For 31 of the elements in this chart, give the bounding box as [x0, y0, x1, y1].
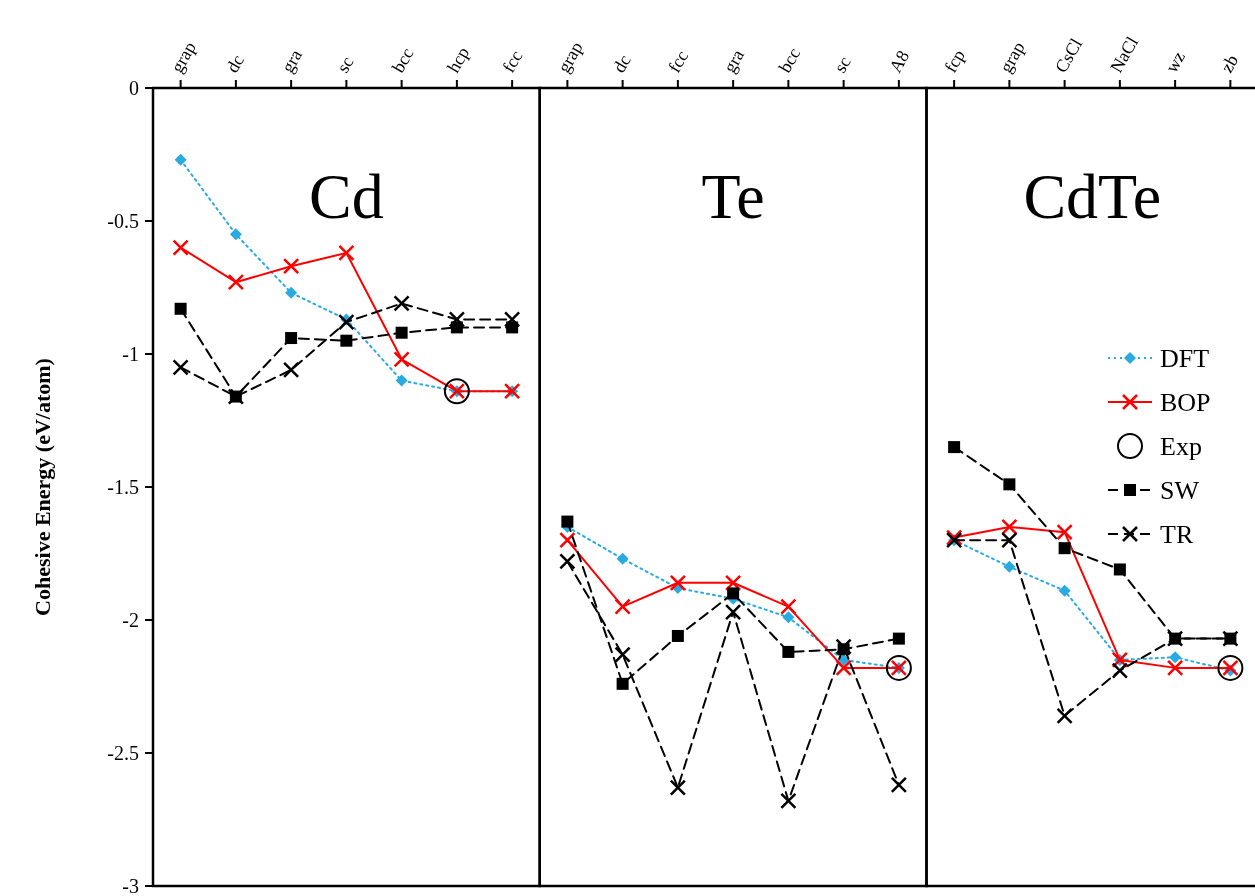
x-tick-label: bcc	[387, 44, 418, 76]
y-tick-label: -2.5	[107, 742, 139, 764]
legend-label: DFT	[1160, 344, 1210, 374]
x-tick-label: fcp	[940, 46, 970, 76]
x-tick-label: zb	[1216, 51, 1243, 76]
x-tick-label: gra	[719, 46, 749, 76]
x-tick-label: bcc	[774, 44, 805, 76]
y-axis-title: Cohesive Energy (eV/atom)	[30, 358, 55, 616]
x-tick-label: gra	[277, 46, 307, 76]
x-tick-label: sc	[332, 53, 358, 76]
y-tick-label: -3	[122, 875, 139, 896]
y-tick-label: -1	[122, 343, 139, 365]
x-tick-label: dc	[608, 51, 635, 76]
y-tick-label: -2	[122, 609, 139, 631]
text: CdTe	[1023, 161, 1162, 232]
text: Cd	[309, 161, 384, 232]
x-tick-label: dc	[222, 51, 248, 76]
y-tick-label: -1.5	[107, 476, 139, 498]
x-tick-label: A8	[885, 46, 914, 76]
legend-label: Exp	[1160, 432, 1202, 462]
x-tick-label: fcc	[498, 46, 527, 76]
x-tick-label: sc	[829, 53, 855, 76]
x-tick-label: hcp	[443, 43, 474, 76]
legend-label: TR	[1160, 520, 1194, 550]
x-tick-label: wz	[1161, 47, 1190, 76]
y-tick-label: 0	[129, 77, 139, 99]
text: Te	[701, 161, 765, 232]
y-tick-label: -0.5	[107, 210, 139, 232]
legend-label: SW	[1160, 476, 1200, 506]
x-tick-label: fcc	[664, 46, 693, 76]
legend-label: BOP	[1160, 388, 1211, 418]
